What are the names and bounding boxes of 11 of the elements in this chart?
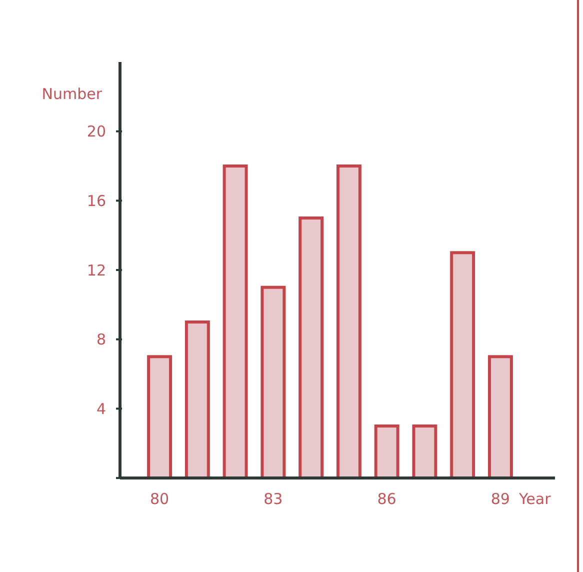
y-tick-label: 12 (86, 261, 106, 280)
x-tick-label: 89 (490, 490, 510, 508)
x-axis-title: Year (518, 490, 552, 508)
y-tick-label: 20 (86, 122, 106, 141)
x-tick-label: 80 (150, 490, 170, 508)
y-tick-label: 8 (96, 330, 106, 349)
y-tick-label: 4 (96, 400, 106, 418)
y-tick-label: 16 (86, 192, 106, 210)
x-tick-label: 86 (377, 490, 396, 508)
y-axis-title: Number (42, 85, 103, 103)
x-tick-label: 83 (264, 490, 283, 508)
